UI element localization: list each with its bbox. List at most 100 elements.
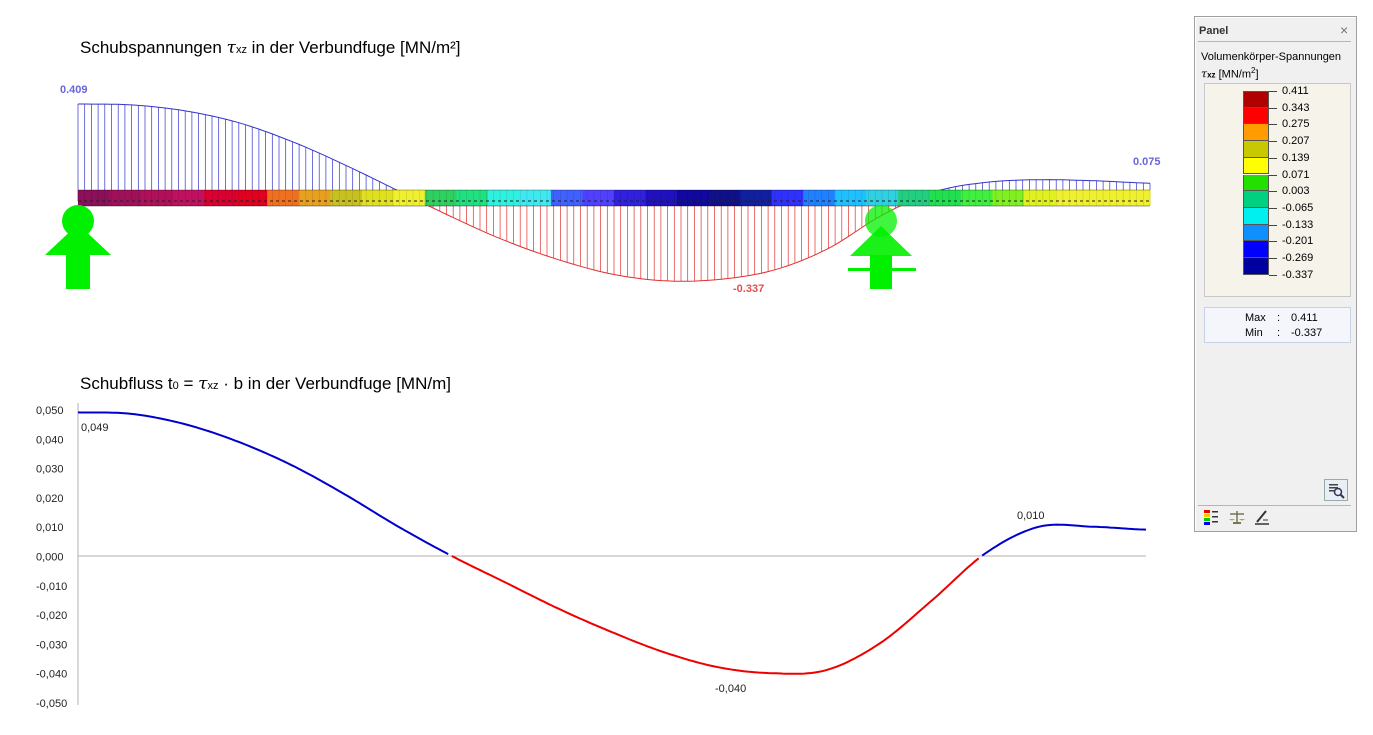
shearflow-line-positive-end <box>981 523 1147 557</box>
legend-value: 0.003 <box>1282 185 1310 198</box>
legend-tick <box>1269 107 1277 109</box>
legend-tick <box>1269 124 1277 126</box>
legend-value: 0.071 <box>1282 168 1310 181</box>
y-tick-label: 0,020 <box>36 493 64 505</box>
chart1-title-subscript: xz <box>235 44 247 56</box>
y-tick-label: -0,010 <box>36 581 67 593</box>
beam-cell <box>109 190 142 206</box>
beam-cell <box>834 190 867 206</box>
y-tick-label: -0,050 <box>36 698 67 710</box>
beam-cell <box>141 190 174 206</box>
y-tick-label: 0,040 <box>36 434 64 446</box>
beam-cell <box>424 190 457 206</box>
color-scale-icon[interactable] <box>1201 507 1221 527</box>
close-icon[interactable]: × <box>1340 22 1349 38</box>
legend-swatch <box>1243 224 1269 242</box>
legend-value: 0.343 <box>1282 101 1310 114</box>
legend-tick <box>1269 191 1277 193</box>
shearflow-chart: 0,050 0,040 0,030 0,020 0,010 0,000 -0,010 -0,0… <box>36 403 1147 710</box>
chart2-title-subscript: xz <box>207 380 219 392</box>
legend-tick <box>1269 91 1277 92</box>
legend-tick <box>1269 224 1277 226</box>
legend-swatch <box>1243 258 1269 275</box>
legend-swatch <box>1243 207 1269 225</box>
color-legend: 0.411 0.343 0.275 0.207 0.139 0.071 0.003 -0.06… <box>1204 83 1351 297</box>
charts-canvas: 0.409 0.075 -0.337 0,0500,0400,0300,0200… <box>36 84 1161 710</box>
chart1-title-symbol: τ <box>226 38 236 58</box>
beam-cell <box>866 190 899 206</box>
y-tick-label: 0,030 <box>36 464 64 476</box>
legend-swatch <box>1243 241 1269 258</box>
legend-tick <box>1269 141 1277 143</box>
chart2-title-symbol: τ <box>198 374 208 394</box>
unit-symbol: τ <box>1201 67 1208 81</box>
shearflow-peak-label: 0,010 <box>1017 510 1045 522</box>
y-tick-label: -0,040 <box>36 669 67 681</box>
legend-tick <box>1269 258 1277 259</box>
beam-cell <box>614 190 646 206</box>
max-value: 0.411 <box>1291 312 1318 324</box>
y-tick-label: -0,020 <box>36 610 67 622</box>
beam-cell <box>645 190 678 206</box>
min-label: Min <box>1245 327 1263 339</box>
panel-subtitle: Volumenkörper-Spannungen <box>1201 51 1342 63</box>
beam-cell <box>361 190 394 206</box>
beam-cell <box>582 190 615 206</box>
beam-cell <box>172 190 205 206</box>
beam-cell <box>929 190 962 206</box>
max-colon: : <box>1277 312 1281 324</box>
legend-value: -0.201 <box>1282 235 1314 248</box>
legend-value: 0.411 <box>1282 85 1309 97</box>
beam-cell <box>1086 190 1119 206</box>
pen-icon[interactable] <box>1252 507 1272 527</box>
chart2-title: Schubfluss t0 = τxz · b in der Verbundfu… <box>80 374 451 394</box>
stress-outline-negative <box>419 200 910 282</box>
chart2-title-rest: · b in der Verbundfuge [MN/m] <box>218 374 451 393</box>
shearflow-min-label: -0,040 <box>715 683 746 695</box>
min-colon: : <box>1277 327 1281 339</box>
right-support-icon <box>848 205 916 289</box>
chart1-title-rest: in der Verbundfuge [MN/m²] <box>246 38 461 57</box>
beam-cell <box>267 190 300 206</box>
chart1-title-text: Schubspannungen <box>80 38 227 57</box>
beam-cell <box>1118 190 1151 206</box>
beam-colored <box>77 189 1151 207</box>
legend-tick <box>1269 207 1277 209</box>
unit-end: ] <box>1255 68 1259 81</box>
beam-cell <box>330 190 363 206</box>
legend-swatch <box>1243 141 1269 158</box>
unit-text: [MN/m <box>1215 68 1251 81</box>
legend-panel: Panel × Volumenkörper-Spannungen τxz [MN… <box>1194 16 1357 532</box>
legend-tick <box>1269 274 1277 276</box>
shearflow-line-positive-start <box>77 411 449 555</box>
left-support-icon <box>45 205 111 289</box>
beam-cell <box>992 190 1025 206</box>
legend-value: -0.133 <box>1282 218 1314 231</box>
unit-subscript: xz <box>1207 70 1216 80</box>
zoom-icon[interactable] <box>1324 479 1348 501</box>
legend-value: 0.275 <box>1282 118 1310 131</box>
chart1-title: Schubspannungen τxz in der Verbundfuge [… <box>80 38 460 58</box>
stress-chart: 0.409 0.075 -0.337 <box>45 84 1161 295</box>
panel-unit: τxz [MN/m2] <box>1201 66 1259 81</box>
shearflow-start-label: 0,049 <box>81 422 109 434</box>
beam-cell <box>235 190 268 206</box>
beam-cell <box>677 190 710 206</box>
y-tick-label: -0,030 <box>36 639 67 651</box>
legend-value: 0.207 <box>1282 135 1310 148</box>
y-tick-label: 0,000 <box>36 552 64 564</box>
unit-superscript: 2 <box>1251 66 1256 75</box>
beam-cell <box>1055 190 1088 206</box>
max-label: Max <box>1245 312 1266 324</box>
y-tick-label: 0,050 <box>36 405 64 417</box>
balance-icon[interactable] <box>1227 507 1247 527</box>
min-value: -0.337 <box>1291 327 1323 339</box>
panel-separator <box>1198 41 1351 42</box>
legend-swatch <box>1243 191 1269 208</box>
beam-cell <box>708 190 741 206</box>
beam-cell <box>550 190 583 206</box>
beam-cell <box>393 190 426 206</box>
beam-cell <box>803 190 836 206</box>
y-tick-label: 0,010 <box>36 522 64 534</box>
beam-cell <box>298 190 331 206</box>
